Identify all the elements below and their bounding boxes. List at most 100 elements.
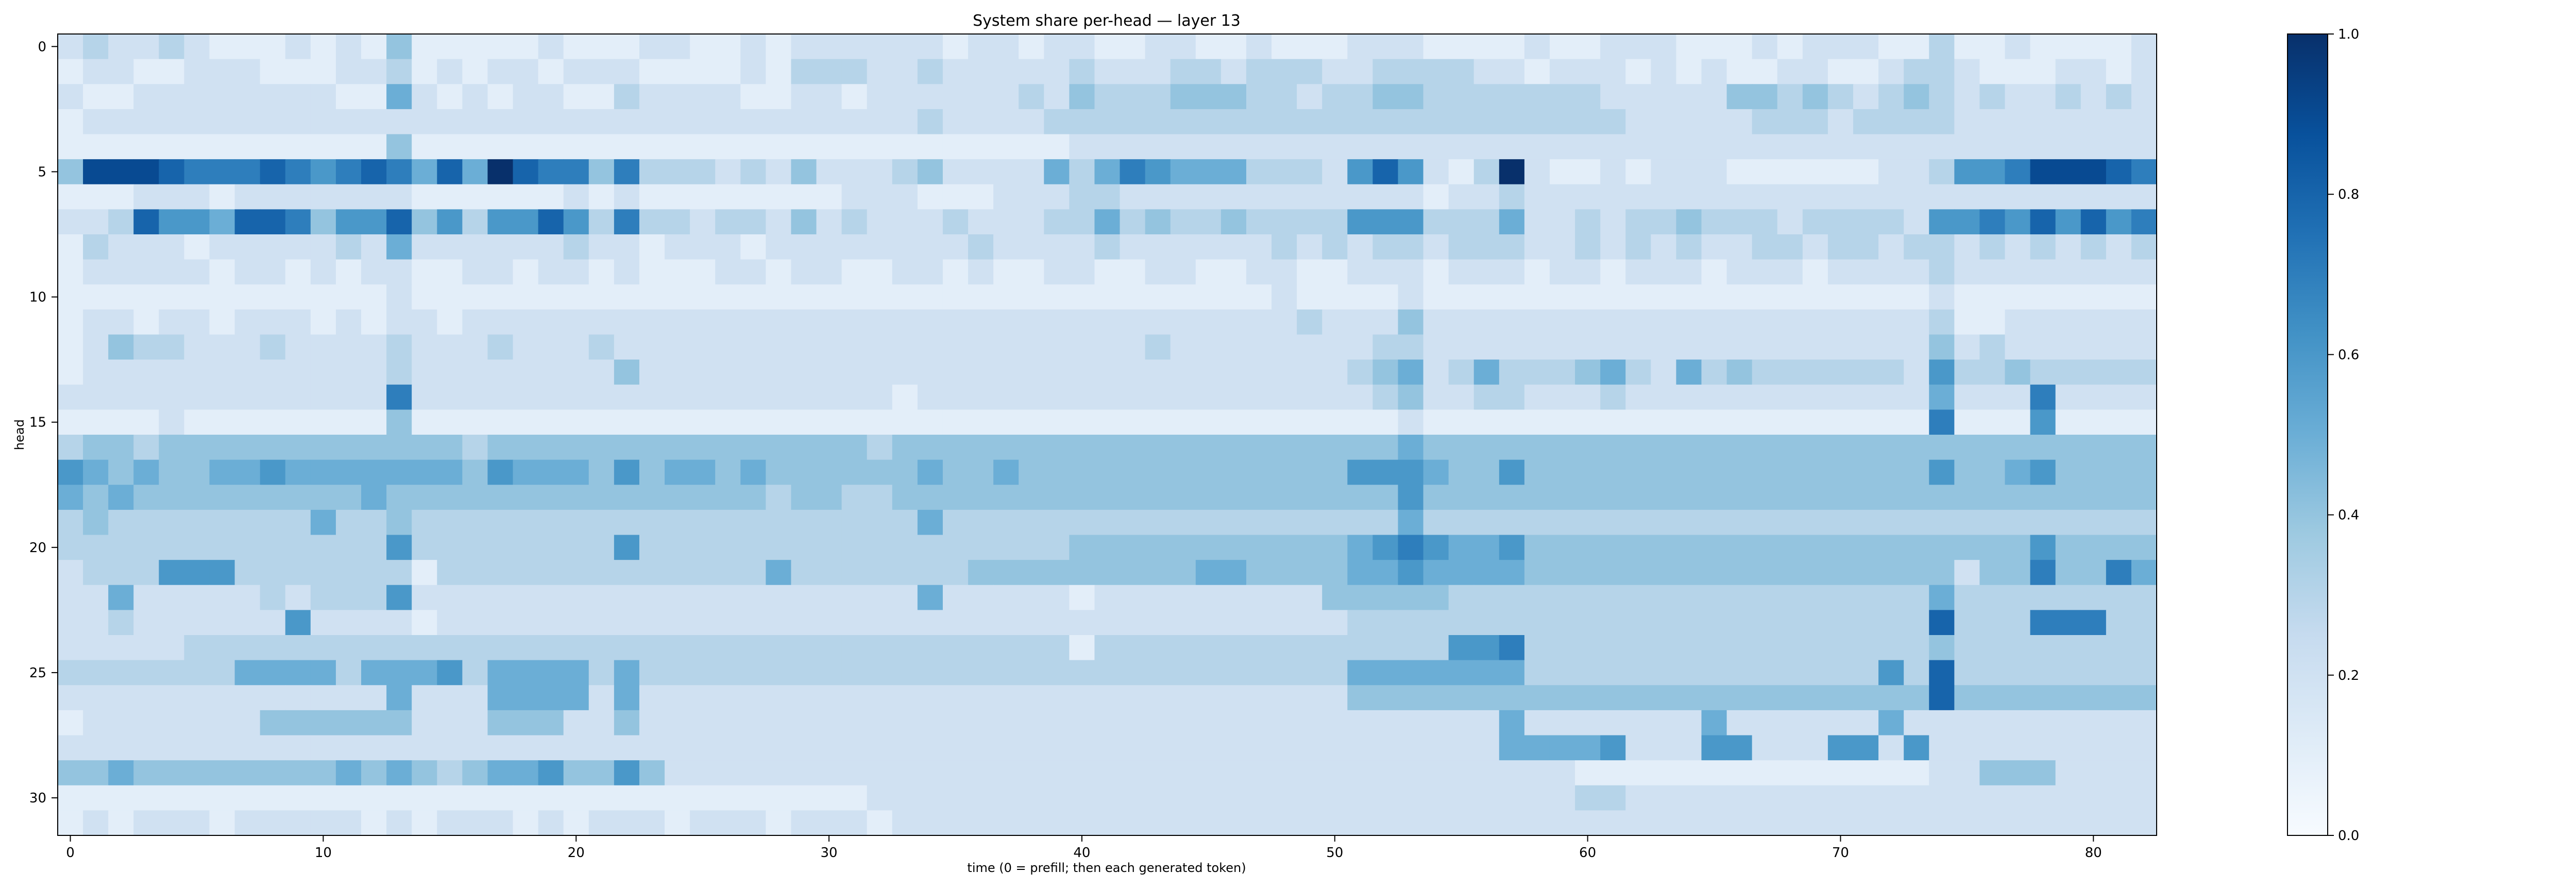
heatmap-cell [665, 409, 690, 435]
heatmap-cell [1473, 610, 1500, 636]
heatmap-cell [1398, 159, 1424, 185]
heatmap-cell [614, 660, 640, 686]
heatmap-cell [1752, 660, 1778, 686]
heatmap-cell [1676, 735, 1702, 761]
heatmap-cell [2030, 760, 2056, 786]
heatmap-cell [58, 360, 83, 385]
heatmap-cell [1297, 209, 1323, 235]
heatmap-cell [588, 384, 615, 410]
heatmap-cell [437, 334, 463, 360]
heatmap-cell [487, 685, 514, 711]
heatmap-cell [1094, 509, 1121, 536]
heatmap-cell [917, 560, 943, 586]
heatmap-cell [412, 259, 437, 285]
heatmap-cell [1853, 435, 1879, 460]
heatmap-cell [285, 785, 311, 811]
heatmap-cell [1752, 435, 1778, 460]
heatmap-cell [260, 459, 286, 485]
heatmap-cell [335, 585, 362, 610]
heatmap-cell [1019, 685, 1044, 711]
heatmap-cell [1044, 685, 1070, 711]
heatmap-cell [892, 159, 918, 185]
heatmap-cell [335, 435, 362, 460]
heatmap-cell [2055, 284, 2081, 310]
heatmap-cell [1272, 409, 1297, 435]
heatmap-cell [1979, 535, 2006, 560]
heatmap-cell [2080, 560, 2107, 586]
heatmap-cell [1979, 660, 2006, 686]
heatmap-cell [1701, 610, 1727, 636]
heatmap-cell [487, 535, 514, 560]
heatmap-cell [1170, 560, 1196, 586]
heatmap-cell [1752, 209, 1778, 235]
heatmap-cell [159, 485, 185, 510]
heatmap-cell [1069, 284, 1095, 310]
heatmap-cell [1524, 710, 1550, 736]
heatmap-cell [2131, 409, 2157, 435]
heatmap-cell [867, 209, 893, 235]
heatmap-cell [487, 585, 514, 610]
heatmap-cell [563, 435, 589, 460]
heatmap-cell [639, 384, 665, 410]
heatmap-cell [108, 459, 134, 485]
heatmap-cell [310, 360, 336, 385]
heatmap-cell [1069, 710, 1095, 736]
x-tick-label: 30 [821, 845, 838, 861]
heatmap-cell [285, 259, 311, 285]
heatmap-cell [1701, 485, 1727, 510]
heatmap-cell [588, 710, 615, 736]
heatmap-cell [1600, 159, 1626, 185]
heatmap-cell [1473, 360, 1500, 385]
heatmap-cell [361, 134, 387, 160]
heatmap-cell [133, 459, 159, 485]
heatmap-cell [1549, 585, 1575, 610]
heatmap-cell [917, 810, 943, 836]
chart-title: System share per-head — layer 13 [973, 12, 1241, 30]
heatmap-cell [184, 34, 210, 60]
heatmap-cell [1398, 535, 1424, 560]
heatmap-cell [83, 660, 109, 686]
heatmap-cell [1701, 435, 1727, 460]
heatmap-cell [2055, 134, 2081, 160]
heatmap-cell [993, 735, 1019, 761]
heatmap-cell [1499, 560, 1525, 586]
heatmap-cell [942, 585, 969, 610]
heatmap-cell [1499, 309, 1525, 335]
heatmap-cell [1853, 810, 1879, 836]
heatmap-cell [133, 34, 159, 60]
heatmap-cell [412, 485, 437, 510]
heatmap-cell [1322, 360, 1348, 385]
heatmap-cell [690, 109, 716, 135]
heatmap-cell [1802, 785, 1828, 811]
heatmap-cell [766, 84, 792, 110]
heatmap-cell [1069, 134, 1095, 160]
colorbar-tick-label: 1.0 [2338, 27, 2359, 42]
heatmap-cell [412, 334, 437, 360]
heatmap-cell [1904, 710, 1929, 736]
heatmap-cell [1423, 159, 1449, 185]
heatmap-cell [1120, 34, 1146, 60]
heatmap-cell [2005, 485, 2031, 510]
heatmap-cell [1499, 435, 1525, 460]
heatmap-cell [1423, 735, 1449, 761]
heatmap-cell [1221, 685, 1247, 711]
heatmap-cell [412, 284, 437, 310]
heatmap-cell [563, 585, 589, 610]
heatmap-cell [892, 59, 918, 84]
heatmap-cell [639, 209, 665, 235]
heatmap-cell [513, 284, 539, 310]
heatmap-cell [1954, 509, 1980, 536]
heatmap-cell [437, 409, 463, 435]
heatmap-cell [2131, 535, 2157, 560]
heatmap-cell [285, 84, 311, 110]
heatmap-cell [1019, 209, 1044, 235]
heatmap-cell [993, 459, 1019, 485]
heatmap-cell [639, 485, 665, 510]
heatmap-cell [841, 384, 868, 410]
heatmap-cell [1499, 485, 1525, 510]
heatmap-cell [58, 284, 83, 310]
heatmap-cell [538, 610, 564, 636]
heatmap-cell [159, 134, 185, 160]
heatmap-cell [791, 635, 817, 661]
heatmap-cell [1802, 384, 1828, 410]
